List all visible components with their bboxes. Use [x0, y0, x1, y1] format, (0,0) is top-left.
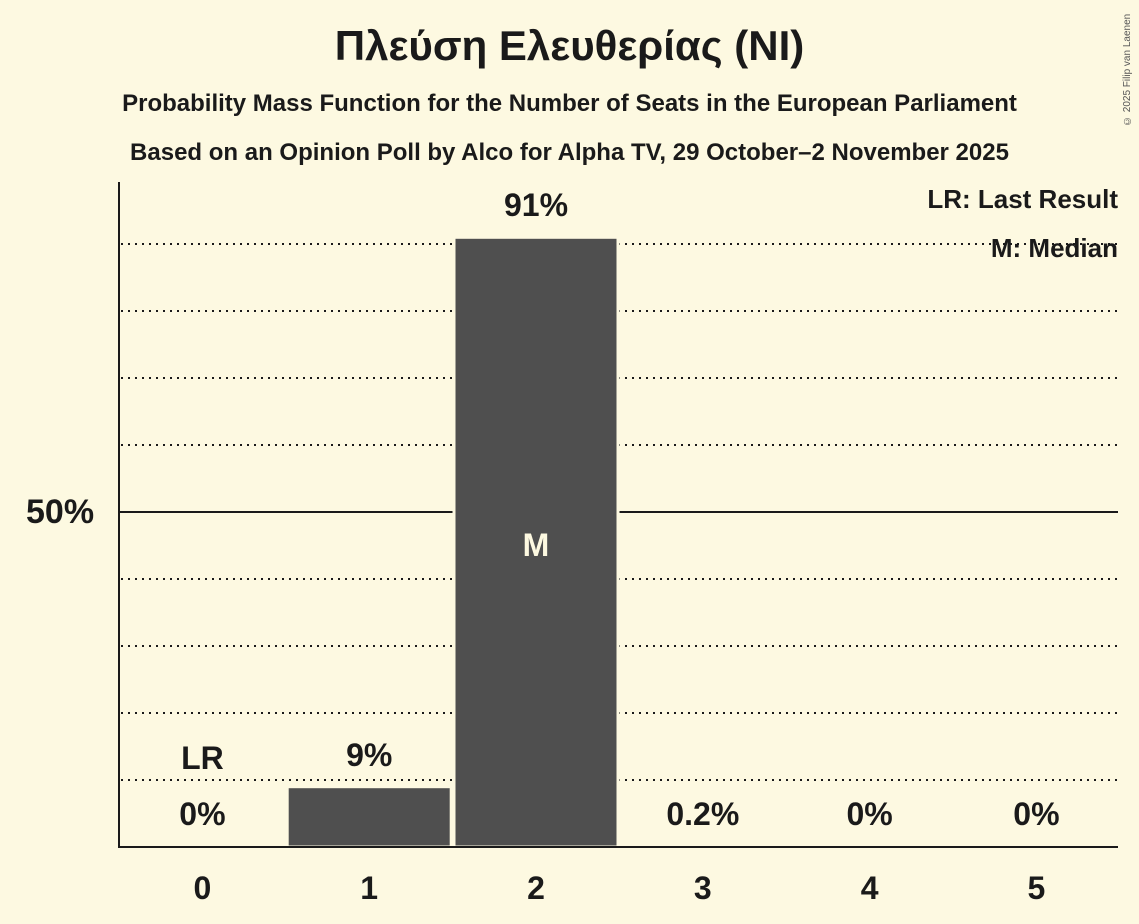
bar-1 — [285, 785, 453, 849]
legend-last-result: LR: Last Result — [927, 184, 1118, 214]
x-tick-3: 3 — [693, 870, 712, 906]
chart-subtitle: Probability Mass Function for the Number… — [122, 90, 1017, 117]
value-label-3: 0.2% — [666, 796, 740, 832]
x-tick-1: 1 — [360, 870, 379, 906]
value-label-0: 0% — [179, 796, 226, 832]
x-tick-4: 4 — [860, 870, 879, 906]
bar-2 — [452, 235, 620, 849]
value-label-5: 0% — [1013, 796, 1060, 832]
x-tick-0: 0 — [193, 870, 212, 906]
value-label-2: 91% — [503, 187, 569, 224]
legend-median: M: Median — [990, 233, 1118, 263]
value-label-1: 9% — [346, 736, 393, 773]
chart-title: Πλεύση Ελευθερίας (NI) — [334, 22, 805, 69]
last-result-marker: LR — [181, 740, 224, 776]
y-tick-50: 50% — [26, 493, 95, 531]
value-label-4: 0% — [846, 796, 893, 832]
x-tick-5: 5 — [1027, 870, 1046, 906]
median-marker: M — [522, 527, 550, 563]
x-tick-2: 2 — [527, 870, 545, 906]
bars — [285, 235, 620, 849]
chart-source: Based on an Opinion Poll by Alco for Alp… — [130, 139, 1009, 166]
